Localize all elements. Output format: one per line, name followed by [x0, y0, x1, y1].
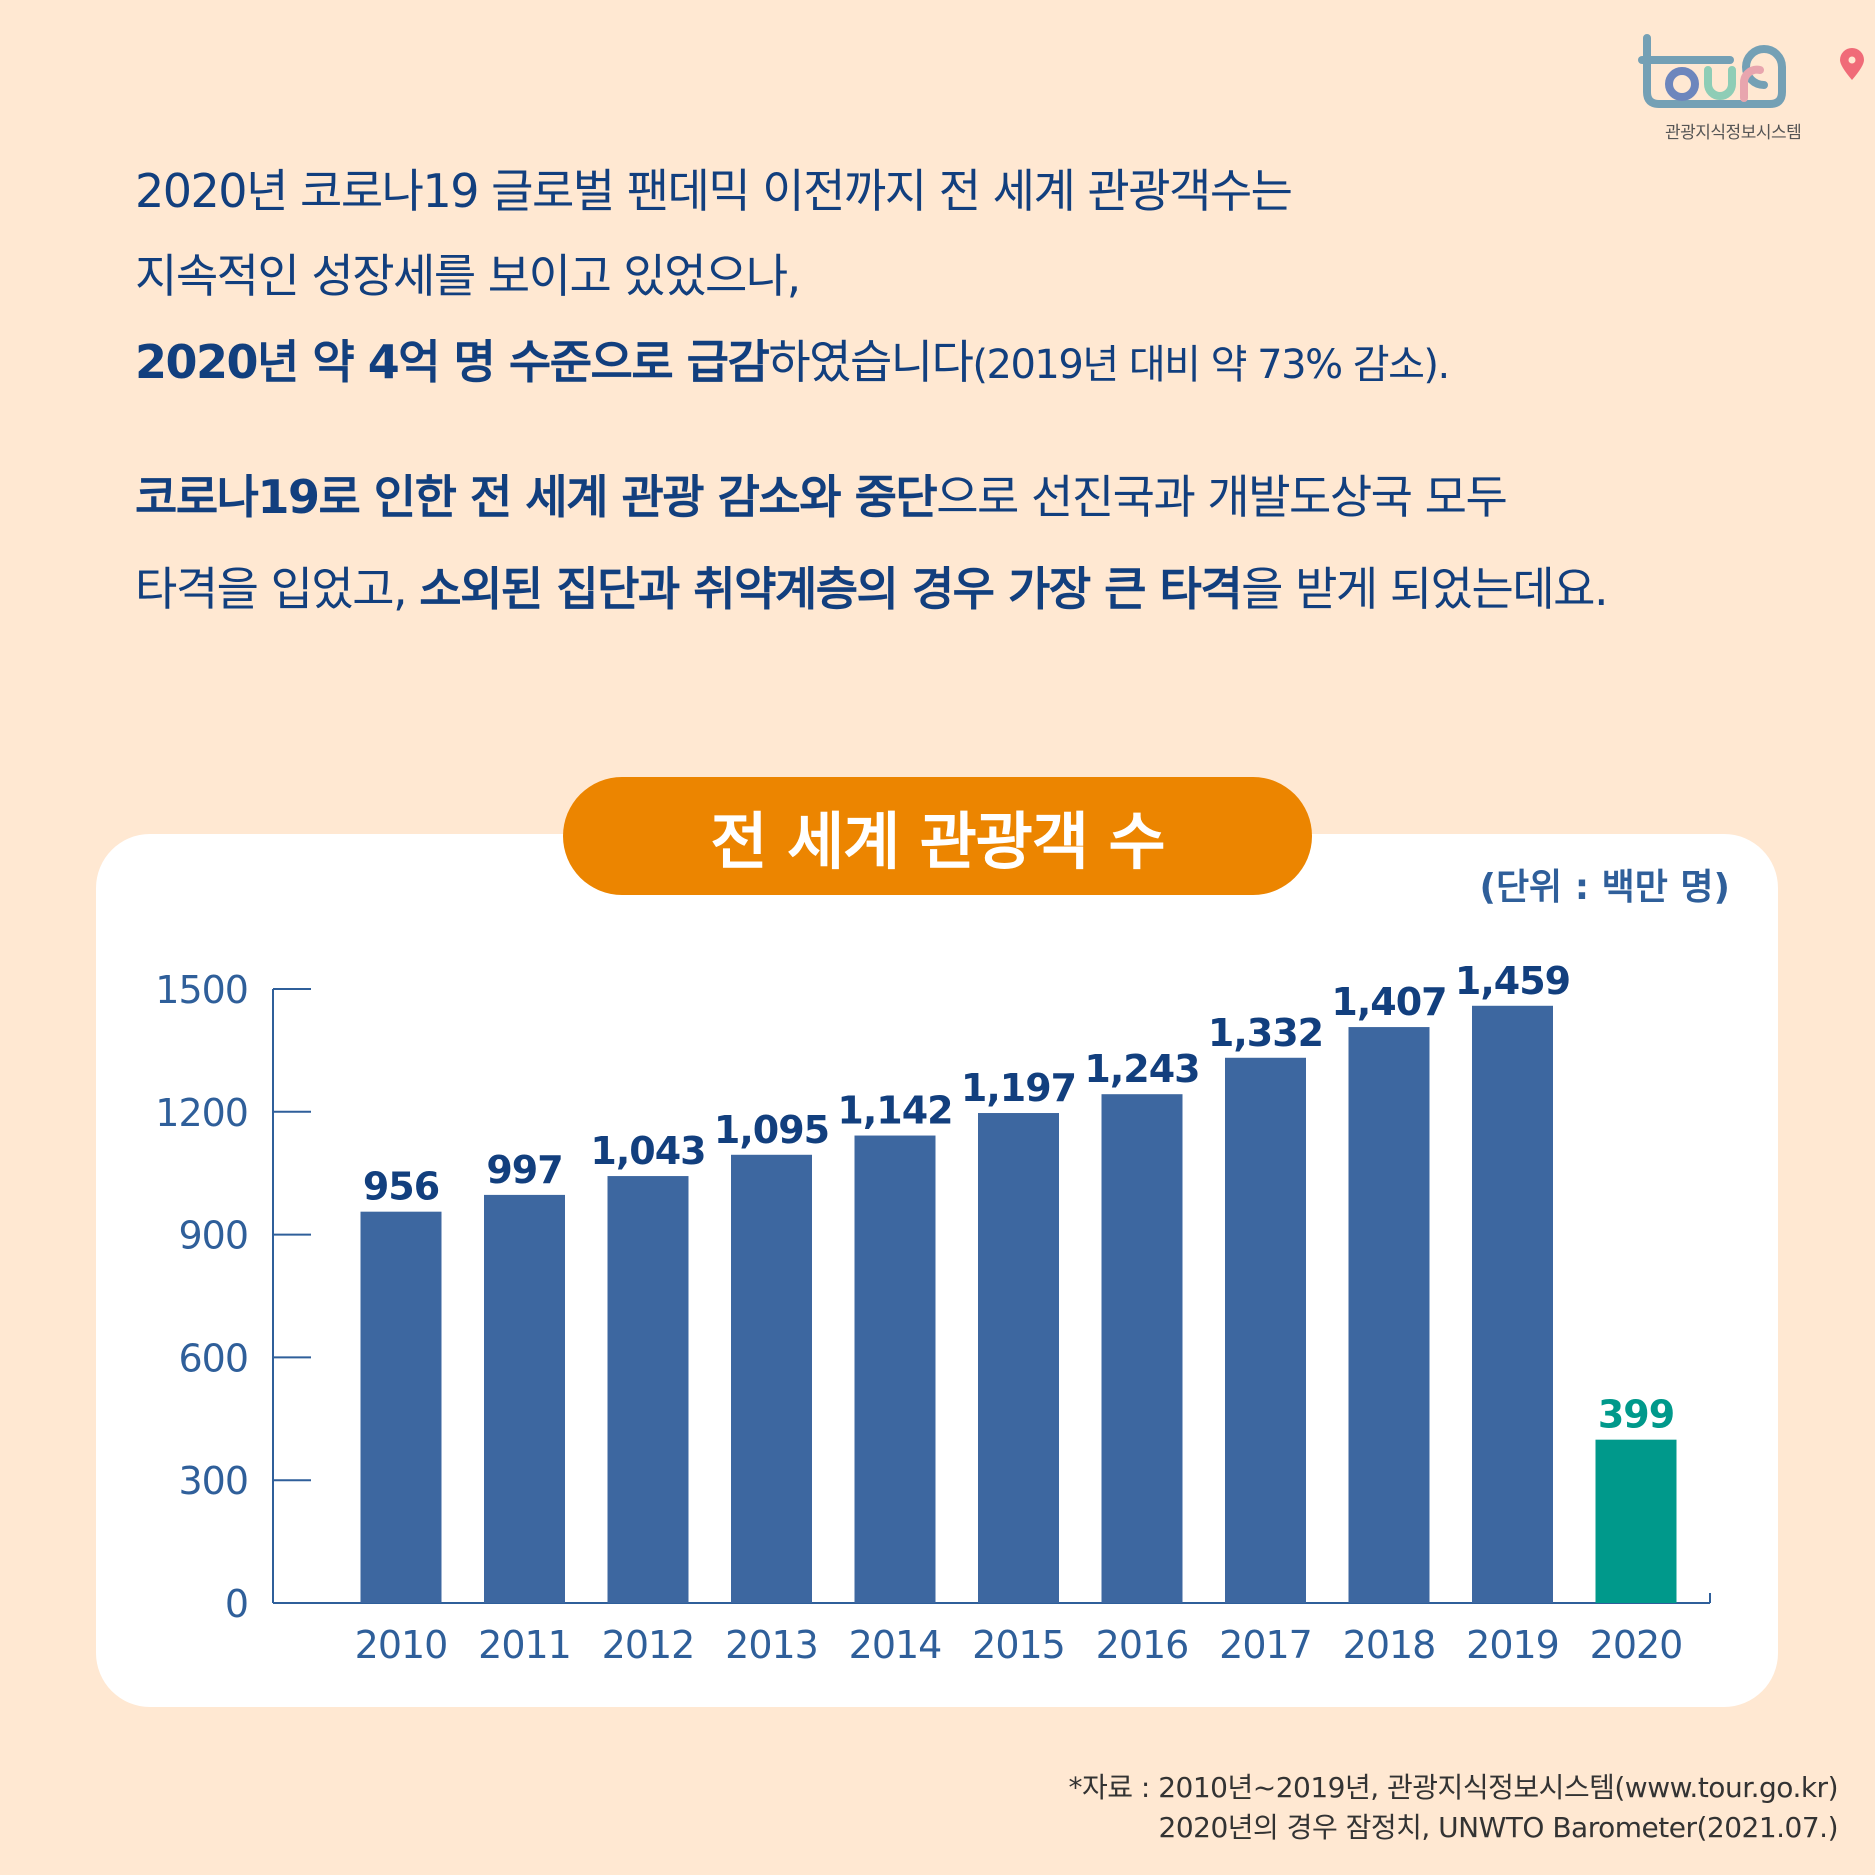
data-label-2020: 399 — [1598, 1393, 1674, 1437]
y-tick-label: 600 — [178, 1336, 248, 1380]
bar-2012 — [607, 1176, 689, 1603]
bar-2017 — [1225, 1057, 1306, 1603]
bar-2015 — [978, 1113, 1059, 1603]
y-tick-label: 1200 — [155, 1091, 248, 1135]
intro-line-4: 코로나19로 인한 전 세계 관광 감소와 중단으로 선진국과 개발도상국 모두 — [135, 461, 1508, 527]
y-tick-label: 0 — [225, 1582, 248, 1626]
intro-line-3: 2020년 약 4억 명 수준으로 급감하였습니다(2019년 대비 약 73%… — [135, 326, 1450, 392]
bar-2016 — [1101, 1094, 1183, 1603]
body-text: 하였습니다 — [768, 335, 974, 389]
x-tick-label: 2013 — [725, 1623, 818, 1667]
highlight-text: 코로나19로 인한 전 세계 관광 감소와 중단 — [135, 470, 938, 524]
data-label-2011: 997 — [486, 1148, 562, 1192]
logo-subtitle: 관광지식정보시스템 — [1665, 123, 1802, 143]
x-tick-label: 2014 — [849, 1623, 942, 1667]
data-label-2019: 1,459 — [1455, 959, 1570, 1003]
intro-line-2: 지속적인 성장세를 보이고 있었으나, — [135, 249, 801, 303]
bar-2011 — [484, 1194, 565, 1603]
data-label-2013: 1,095 — [714, 1108, 829, 1152]
y-tick-label: 300 — [178, 1459, 248, 1503]
intro-line-5: 타격을 입었고, 소외된 집단과 취약계층의 경우 가장 큰 타격을 받게 되었… — [135, 553, 1609, 619]
x-tick-label: 2019 — [1466, 1623, 1559, 1667]
data-label-2012: 1,043 — [590, 1129, 705, 1173]
y-tick-label: 1500 — [155, 968, 248, 1012]
bar-2018 — [1348, 1027, 1430, 1603]
highlight-text: 소외된 집단과 취약계층의 경우 가장 큰 타격 — [419, 562, 1242, 616]
bar-2010 — [360, 1211, 442, 1603]
bar-2019 — [1472, 1005, 1553, 1603]
footnote-line-2: 2020년의 경우 잠정치, UNWTO Barometer(2021.07.) — [1158, 1811, 1839, 1844]
x-tick-label: 2017 — [1219, 1623, 1312, 1667]
body-text: 으로 선진국과 개발도상국 모두 — [936, 470, 1508, 524]
chart-title: 전 세계 관광객 수 — [563, 777, 1312, 895]
x-tick-label: 2018 — [1343, 1623, 1436, 1667]
bar-2020 — [1595, 1439, 1677, 1603]
x-tick-label: 2020 — [1590, 1623, 1683, 1667]
intro-line-1: 2020년 코로나19 글로벌 팬데믹 이전까지 전 세계 관광객수는 — [135, 164, 1293, 218]
x-tick-label: 2010 — [355, 1623, 448, 1667]
note-text: (2019년 대비 약 73% 감소). — [972, 342, 1450, 388]
x-tick-label: 2011 — [478, 1623, 571, 1667]
y-tick-label: 900 — [178, 1214, 248, 1258]
x-tick-label: 2015 — [972, 1623, 1065, 1667]
x-tick-label: 2012 — [602, 1623, 695, 1667]
data-label-2017: 1,332 — [1208, 1011, 1323, 1055]
data-label-2010: 956 — [363, 1165, 439, 1209]
unit-label: (단위 : 백만 명) — [1479, 867, 1730, 908]
data-label-2014: 1,142 — [837, 1089, 952, 1133]
body-text: 을 받게 되었는데요. — [1241, 562, 1608, 616]
highlight-text: 2020년 약 4억 명 수준으로 급감 — [135, 335, 770, 389]
data-label-2015: 1,197 — [961, 1066, 1076, 1110]
data-label-2018: 1,407 — [1331, 980, 1446, 1024]
body-text: 타격을 입었고, — [135, 562, 420, 616]
bar-2014 — [854, 1135, 936, 1603]
x-tick-label: 2016 — [1096, 1623, 1189, 1667]
tourgo-logo — [1630, 22, 1870, 152]
data-label-2016: 1,243 — [1084, 1047, 1199, 1091]
bar-2013 — [731, 1154, 812, 1603]
footnote-line-1: *자료 : 2010년~2019년, 관광지식정보시스템(www.tour.go… — [1068, 1771, 1838, 1804]
